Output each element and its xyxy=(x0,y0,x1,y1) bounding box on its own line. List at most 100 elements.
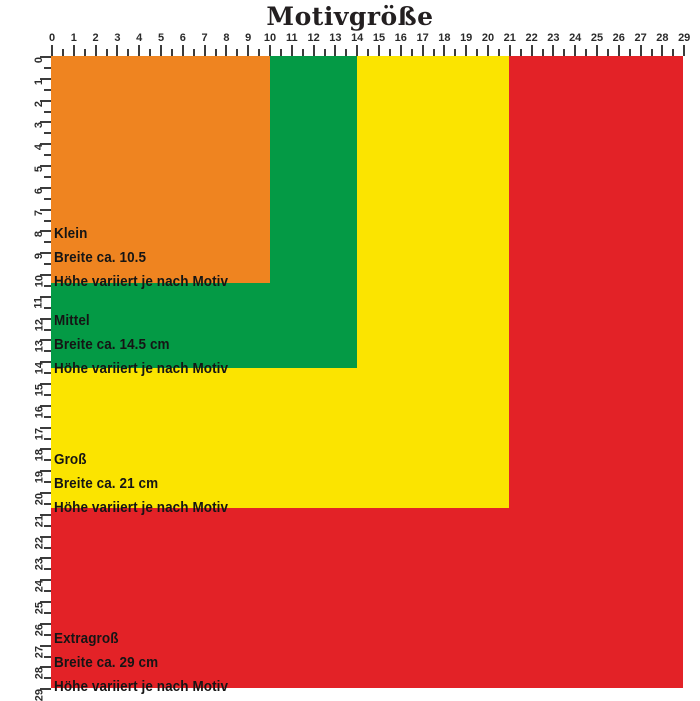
ruler-tick-h xyxy=(247,45,250,56)
ruler-tick-h xyxy=(530,45,533,56)
ruler-tick-v xyxy=(44,524,51,527)
size-label-name-mittel: Mittel xyxy=(54,312,90,329)
ruler-tick-h xyxy=(94,45,97,56)
ruler-tick-h xyxy=(203,45,206,56)
ruler-tick-h xyxy=(345,49,348,56)
ruler-tick-h xyxy=(639,45,642,56)
ruler-label-h-28: 28 xyxy=(656,32,669,44)
size-label-height-mittel: Höhe variiert je nach Motiv xyxy=(54,360,229,377)
size-label-height-klein: Höhe variiert je nach Motiv xyxy=(54,273,229,290)
ruler-tick-h xyxy=(83,49,86,56)
ruler-tick-h xyxy=(563,49,566,56)
ruler-tick-h xyxy=(552,45,555,56)
ruler-label-h-11: 11 xyxy=(285,32,298,44)
ruler-tick-v xyxy=(44,437,51,440)
ruler-label-h-13: 13 xyxy=(329,32,342,44)
ruler-tick-v xyxy=(44,88,51,91)
ruler-tick-h xyxy=(51,45,53,56)
ruler-tick-v xyxy=(44,546,51,549)
ruler-tick-h xyxy=(672,49,675,56)
ruler-tick-v xyxy=(44,372,51,375)
ruler-tick-v xyxy=(44,415,51,418)
ruler-tick-h xyxy=(683,45,686,56)
size-block-klein[interactable] xyxy=(51,56,271,283)
ruler-tick-v xyxy=(40,426,51,429)
size-label-width-mittel: Breite ca. 14.5 cm xyxy=(54,336,170,353)
ruler-tick-v xyxy=(40,143,51,146)
ruler-tick-h xyxy=(454,49,457,56)
ruler-tick-v xyxy=(40,404,51,407)
ruler-label-h-7: 7 xyxy=(201,32,208,44)
ruler-tick-h xyxy=(367,49,370,56)
ruler-tick-v xyxy=(40,56,51,58)
ruler-tick-v xyxy=(44,459,51,462)
ruler-tick-v xyxy=(40,557,51,560)
ruler-tick-h xyxy=(192,49,195,56)
ruler-label-v-1: 1 xyxy=(33,78,45,85)
ruler-label-v-6: 6 xyxy=(33,187,45,194)
ruler-tick-v xyxy=(40,230,51,233)
size-label-height-extragross: Höhe variiert je nach Motiv xyxy=(54,679,229,696)
ruler-label-h-14: 14 xyxy=(351,32,364,44)
size-label-name-gross: Groß xyxy=(54,452,87,469)
ruler-tick-h xyxy=(61,49,64,56)
ruler-label-v-0: 0 xyxy=(33,57,45,64)
ruler-tick-v xyxy=(40,448,51,451)
ruler-label-v-29: 29 xyxy=(33,689,45,701)
ruler-horizontal: 0 1 2 3 4 5 6 7 8 9 10 11 12 13 14 15 16 17 18 19 20 21 22 23 24… xyxy=(49,30,691,56)
ruler-tick-h xyxy=(258,49,261,56)
ruler-tick-v xyxy=(44,241,51,244)
ruler-tick-h xyxy=(160,45,162,56)
ruler-tick-v xyxy=(44,590,51,593)
ruler-label-v-4: 4 xyxy=(33,144,45,151)
ruler-tick-h xyxy=(149,49,152,56)
ruler-label-h-22: 22 xyxy=(525,32,538,44)
ruler-tick-v xyxy=(40,513,51,516)
size-blocks-area: Extragroß Breite ca. 29 cm Höhe variiert j… xyxy=(51,56,684,695)
ruler-tick-h xyxy=(465,45,468,56)
ruler-tick-v xyxy=(44,219,51,222)
ruler-label-h-27: 27 xyxy=(634,32,647,44)
ruler-tick-h xyxy=(279,49,282,56)
ruler-label-v-3: 3 xyxy=(33,122,45,129)
ruler-tick-h xyxy=(72,45,75,56)
size-label-width-gross: Breite ca. 21 cm xyxy=(54,476,159,493)
ruler-tick-h xyxy=(214,49,217,56)
ruler-tick-v xyxy=(40,121,51,124)
ruler-label-v-7: 7 xyxy=(33,209,45,216)
ruler-tick-h xyxy=(519,49,522,56)
ruler-label-h-1: 1 xyxy=(70,32,77,44)
ruler-label-h-20: 20 xyxy=(481,32,495,44)
ruler-tick-v xyxy=(40,383,51,385)
ruler-tick-v xyxy=(40,77,51,80)
ruler-tick-h xyxy=(301,49,304,56)
ruler-tick-v xyxy=(44,284,51,287)
ruler-label-h-24: 24 xyxy=(569,32,582,44)
ruler-label-h-6: 6 xyxy=(179,32,186,44)
ruler-tick-v xyxy=(44,611,51,614)
ruler-tick-v xyxy=(44,633,51,636)
ruler-label-v-2: 2 xyxy=(33,100,45,107)
ruler-tick-v xyxy=(44,655,51,658)
ruler-label-h-2: 2 xyxy=(92,32,99,44)
ruler-label-h-5: 5 xyxy=(157,32,165,44)
ruler-tick-h xyxy=(356,45,359,56)
ruler-tick-v xyxy=(40,361,51,364)
ruler-tick-h xyxy=(290,45,293,56)
ruler-tick-h xyxy=(116,45,119,56)
ruler-tick-h xyxy=(312,45,315,56)
ruler-tick-v xyxy=(44,677,51,680)
ruler-tick-h xyxy=(138,45,141,56)
ruler-tick-v xyxy=(40,317,51,320)
page-title: Motivgröße xyxy=(266,2,434,31)
ruler-label-h-9: 9 xyxy=(245,32,252,44)
ruler-label-h-29: 29 xyxy=(678,32,691,44)
ruler-tick-v xyxy=(40,622,51,625)
ruler-tick-v xyxy=(40,208,51,211)
ruler-tick-v xyxy=(40,295,51,298)
ruler-tick-h xyxy=(508,45,511,56)
ruler-tick-v xyxy=(44,502,51,505)
ruler-tick-v xyxy=(44,66,51,69)
ruler-label-v-9: 9 xyxy=(33,253,45,260)
